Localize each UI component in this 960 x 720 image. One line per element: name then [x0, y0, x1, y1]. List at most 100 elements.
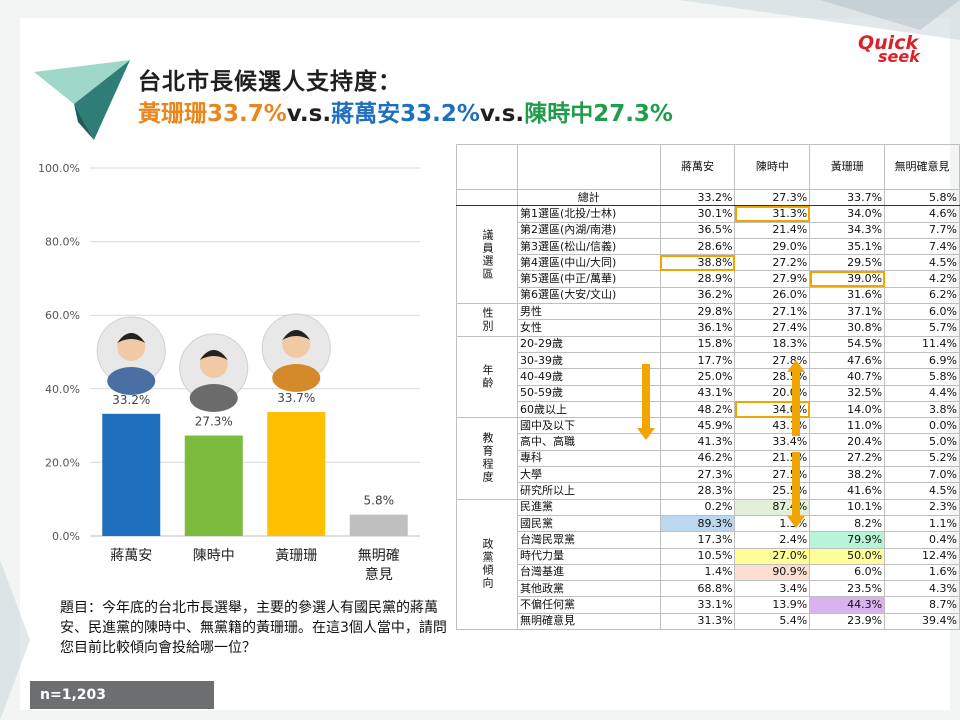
table-cell: 27.2% — [809, 449, 886, 468]
row-label: 第5選區(中正/萬華) — [517, 270, 661, 288]
table-cell: 33.4% — [734, 433, 811, 451]
table-cell: 40.7% — [809, 368, 886, 386]
table-cell: 54.5% — [809, 335, 886, 353]
row-label: 第4選區(中山/大同) — [517, 254, 661, 272]
table-row: 無明確意見 31.3% 5.4% 23.9% 39.4% — [457, 612, 960, 631]
page-subtitle: 黃珊珊33.7%v.s.蔣萬安33.2%v.s.陳時中27.3% — [138, 101, 673, 127]
header-huang: 黃珊珊 — [809, 144, 886, 190]
table-cell: 18.3% — [734, 335, 811, 353]
table-cell: 0.2% — [659, 498, 736, 516]
row-label: 第2選區(內湖/南港) — [517, 221, 661, 239]
row-label: 台灣民眾黨 — [517, 531, 661, 549]
table-row: 40-49歲 25.0% 28.5% 40.7% 5.8% — [457, 368, 960, 386]
crosstab-table: 蔣萬安 陳時中 黃珊珊 無明確意見 總計 33.2% 27.3% 33.7% 5.8% 議… — [456, 144, 960, 631]
header-chiang: 蔣萬安 — [659, 144, 736, 190]
table-cell: 33.2% — [659, 188, 736, 207]
table-row: 性別 男性 29.8% 27.1% 37.1% 6.0% — [456, 303, 960, 337]
arrow-down-icon — [787, 452, 805, 528]
table-row: 30-39歲 17.7% 27.8% 47.6% 6.9% — [457, 351, 960, 370]
table-cell: 48.2% — [659, 400, 736, 419]
table-cell: 30.8% — [809, 319, 886, 337]
sample-size: n=1,203 — [30, 681, 214, 709]
table-row: 年齡 20-29歲 15.8% 18.3% 54.5% 11.4% — [456, 335, 960, 419]
data-label: 33.7% — [277, 391, 315, 405]
bar — [102, 413, 161, 536]
table-cell: 27.3% — [734, 188, 811, 207]
table-cell: 17.3% — [659, 531, 736, 549]
table-cell: 3.4% — [734, 580, 811, 598]
table-cell: 4.4% — [884, 384, 960, 402]
row-label: 無明確意見 — [517, 612, 661, 631]
table-row: 專科 46.2% 21.5% 27.2% 5.2% — [457, 449, 960, 468]
table-cell: 43.1% — [659, 384, 736, 402]
category-label: 蔣萬安 — [110, 548, 152, 564]
table-cell: 4.5% — [884, 254, 960, 272]
data-label: 5.8% — [364, 494, 395, 508]
table-cell: 5.4% — [734, 612, 811, 631]
table-cell: 6.0% — [884, 303, 960, 321]
quickseek-logo: Quick seek — [858, 32, 920, 66]
table-row: 教育程度 國中及以下 45.9% 43.1% 11.0% 0.0% — [456, 417, 960, 500]
table-row: 女性 36.1% 27.4% 30.8% 5.7% — [457, 319, 960, 337]
table-cell: 31.3% — [734, 205, 811, 223]
table-cell: 27.0% — [734, 547, 811, 565]
row-label: 第6選區(大安/文山) — [517, 286, 661, 305]
table-cell: 2.3% — [884, 498, 960, 516]
y-tick-label: 60.0% — [45, 309, 80, 322]
bottom-left-decoration — [0, 560, 30, 720]
table-cell: 7.0% — [884, 466, 960, 484]
y-tick-label: 0.0% — [52, 530, 80, 543]
bar-chart: 0.0% 20.0% 40.0% 60.0% 80.0% 100.0% 33.2% 蔣萬安 27… — [38, 162, 420, 583]
y-tick-label: 40.0% — [45, 383, 80, 396]
table-cell: 5.8% — [884, 188, 960, 207]
table-cell: 39.4% — [884, 612, 960, 631]
row-label: 60歲以上 — [517, 400, 661, 419]
table-cell: 7.7% — [884, 221, 960, 239]
arrow-down-icon — [637, 364, 655, 440]
bar — [267, 411, 326, 536]
row-label: 專科 — [517, 449, 661, 468]
group-label: 性別 — [456, 303, 518, 337]
table-cell: 41.3% — [659, 433, 736, 451]
y-tick-label: 80.0% — [45, 236, 80, 249]
table-cell: 90.9% — [734, 563, 811, 582]
category-label: 無明確 — [358, 548, 400, 564]
table-cell: 31.6% — [809, 286, 886, 305]
candidate-portrait — [179, 333, 249, 412]
table-row: 其他政黨 68.8% 3.4% 23.5% 4.3% — [457, 580, 960, 598]
table-row: 議員選區 第1選區(北投/士林) 30.1% 31.3% 34.0% 4.6% — [456, 205, 960, 305]
group-label: 議員選區 — [456, 205, 518, 305]
table-cell: 30.1% — [659, 205, 736, 223]
candidate-portrait — [261, 313, 331, 392]
table-cell: 4.2% — [884, 270, 960, 288]
table-cell: 44.3% — [809, 596, 886, 614]
category-label: 陳時中 — [193, 548, 235, 564]
group-label: 年齡 — [456, 335, 518, 419]
table-row: 第4選區(中山/大同) 38.8% 27.2% 29.5% 4.5% — [457, 254, 960, 272]
table-cell: 0.0% — [884, 417, 960, 435]
bar — [349, 514, 408, 536]
group-label: 教育程度 — [456, 417, 518, 500]
table-cell: 34.3% — [809, 221, 886, 239]
table-cell: 21.4% — [734, 221, 811, 239]
table-row: 第2選區(內湖/南港) 36.5% 21.4% 34.3% 7.7% — [457, 221, 960, 239]
table-row: 不偏任何黨 33.1% 13.9% 44.3% 8.7% — [457, 596, 960, 614]
table-cell: 25.0% — [659, 368, 736, 386]
table-cell: 14.0% — [809, 400, 886, 419]
table-cell: 27.2% — [734, 254, 811, 272]
table-cell: 50.0% — [809, 547, 886, 565]
table-cell: 17.7% — [659, 351, 736, 370]
table-cell: 47.6% — [809, 351, 886, 370]
arrow-up-icon — [787, 360, 805, 436]
category-label: 意見 — [365, 566, 393, 583]
paper-plane-icon — [34, 60, 130, 140]
table-row: 政黨傾向 民進黨 0.2% 87.4% 10.1% 2.3% — [456, 498, 960, 631]
table-cell: 1.1% — [884, 514, 960, 533]
table-cell: 5.2% — [884, 449, 960, 468]
table-row: 50-59歲 43.1% 20.0% 32.5% 4.4% — [457, 384, 960, 402]
y-tick-label: 20.0% — [45, 456, 80, 469]
table-header-row: 蔣萬安 陳時中 黃珊珊 無明確意見 — [456, 144, 960, 190]
table-cell: 1.6% — [884, 563, 960, 582]
data-label: 27.3% — [195, 415, 233, 429]
group-label: 政黨傾向 — [456, 498, 518, 631]
